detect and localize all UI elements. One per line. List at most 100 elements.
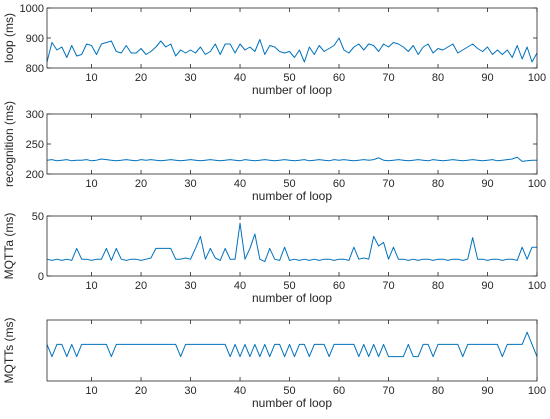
data-point [526,46,528,48]
x-tick-label: 90 [481,385,493,397]
data-point [432,259,434,261]
data-point [214,159,216,161]
data-point [165,159,167,161]
x-axis-label: number of loop [252,189,332,203]
data-point [412,258,414,260]
data-point [343,258,345,260]
data-point [85,43,87,45]
data-point [481,258,483,260]
data-point [521,58,523,60]
data-point [254,160,256,162]
data-point [471,236,473,238]
data-point [303,343,305,345]
data-point [496,343,498,345]
data-point [273,46,275,48]
data-point [90,44,92,46]
data-point [120,52,122,54]
x-tick-label: 100 [528,280,546,292]
data-point [199,160,201,162]
data-point [155,247,157,249]
data-point [283,52,285,54]
data-point [273,160,275,162]
data-point [476,343,478,345]
data-point [323,50,325,52]
data-point [526,160,528,162]
data-point [66,56,68,58]
data-point [179,355,181,357]
data-point [80,53,82,55]
data-point [80,159,82,161]
data-point [293,355,295,357]
data-point [80,343,82,345]
data-point [417,355,419,357]
data-point [179,160,181,162]
data-point [422,258,424,260]
data-point [496,160,498,162]
data-point [150,343,152,345]
data-point [61,259,63,261]
data-point [392,41,394,43]
data-point [76,247,78,249]
data-point [125,158,127,160]
data-point [368,355,370,357]
data-point [165,343,167,345]
data-point [120,343,122,345]
data-point [358,43,360,45]
data-point [199,343,201,345]
data-point [170,158,172,160]
data-point [165,247,167,249]
data-point [95,258,97,260]
data-point [135,258,137,260]
data-point [368,258,370,260]
data-point [288,159,290,161]
x-tick-label: 100 [528,385,546,397]
data-point [452,343,454,345]
data-point [234,343,236,345]
y-tick-label: 900 [26,33,44,45]
data-point [338,159,340,161]
data-point [392,246,394,248]
data-point [160,343,162,345]
data-point [288,50,290,52]
data-point [145,159,147,161]
chart-panel-2: 10 20 30 40 50 60 70 80 90 100 200 250 300 number of … [2,101,546,203]
data-point [457,258,459,260]
data-point [174,343,176,345]
data-point [457,159,459,161]
data-point [189,158,191,160]
data-point [387,160,389,162]
data-point [476,258,478,260]
data-point [407,343,409,345]
data-point [402,258,404,260]
data-point [61,46,63,48]
data-point [130,343,132,345]
data-point [387,46,389,48]
data-point [377,157,379,159]
x-tick-label: 10 [85,72,97,84]
data-point [184,52,186,54]
data-point [125,259,127,261]
data-point [303,158,305,160]
data-point [283,355,285,357]
y-tick-label: 300 [26,109,44,121]
data-point [343,343,345,345]
data-point [66,258,68,260]
data-point [170,343,172,345]
data-point [51,158,53,160]
data-point [189,343,191,345]
data-point [219,259,221,261]
y-tick-label: 800 [26,63,44,75]
x-tick-label: 60 [333,280,345,292]
data-point [471,43,473,45]
x-tick-label: 80 [432,385,444,397]
data-point [481,50,483,52]
x-tick-label: 40 [234,385,246,397]
x-tick-label: 100 [528,72,546,84]
data-point [85,343,87,345]
data-point [155,159,157,161]
data-point [452,158,454,160]
x-tick-label: 70 [382,72,394,84]
data-point [244,158,246,160]
data-point [462,49,464,51]
